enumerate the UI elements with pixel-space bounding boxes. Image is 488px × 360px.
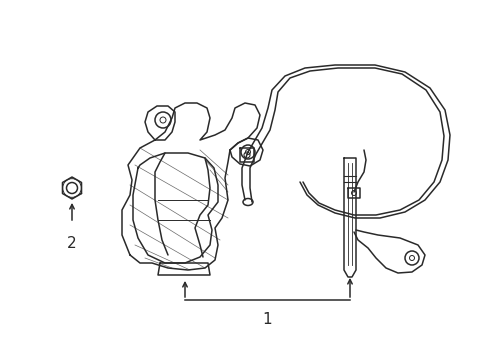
Text: 2: 2 bbox=[67, 236, 77, 251]
Text: 1: 1 bbox=[262, 312, 272, 327]
